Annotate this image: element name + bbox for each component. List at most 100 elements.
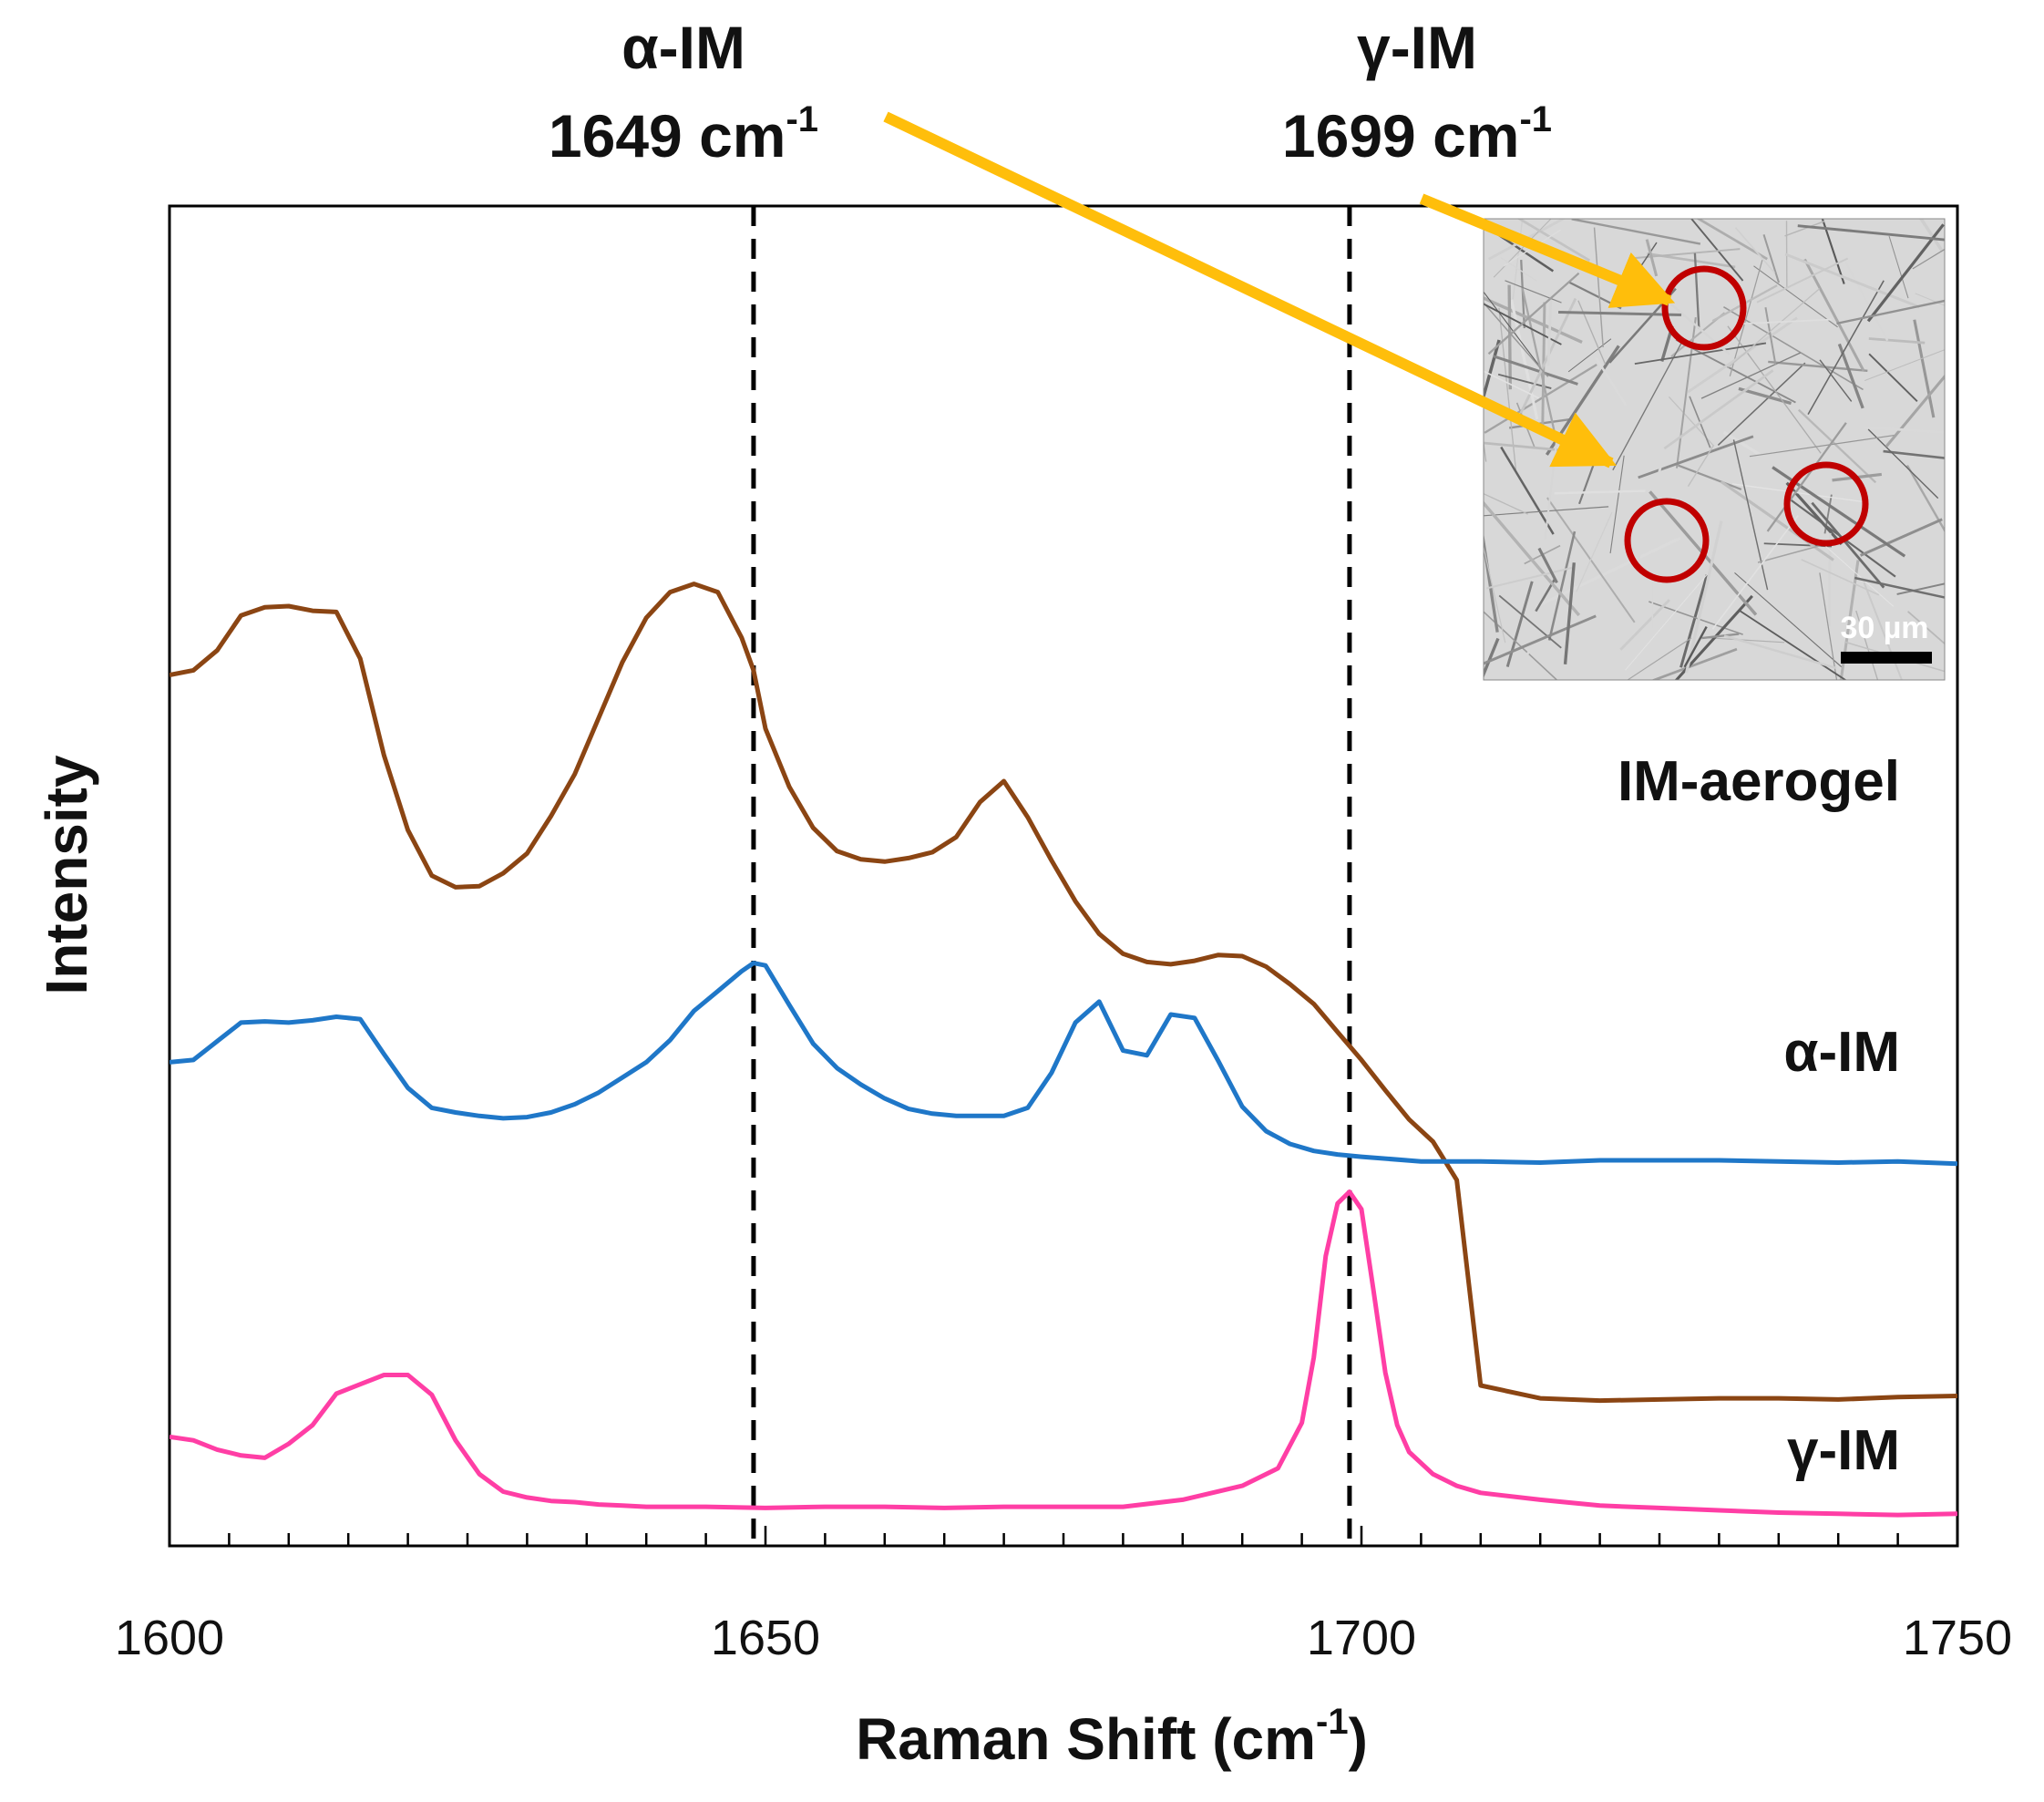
sem-fiber	[1484, 544, 1506, 644]
annotation-gamma-name: γ-IM	[1357, 14, 1477, 81]
sem-fiber	[1649, 601, 1743, 635]
sem-fiber	[1484, 506, 1609, 517]
x-axis-label: Raman Shift (cm-1)	[856, 1702, 1368, 1772]
sem-fiber	[1728, 288, 1821, 368]
sem-fiber	[1801, 559, 1880, 596]
sem-fiber	[1797, 224, 1945, 242]
sem-fiber	[1836, 299, 1945, 325]
highlight-circle-2	[1783, 461, 1869, 547]
sem-fiber	[1753, 265, 1838, 328]
scale-bar-label: 30 µm	[1840, 611, 1928, 645]
sem-fiber	[1762, 234, 1780, 283]
x-tick-label: 1750	[1903, 1611, 2012, 1665]
sem-fiber	[1558, 310, 1682, 316]
sem-fiber	[1784, 220, 1825, 237]
series-label-im-aerogel: IM-aerogel	[1618, 750, 1900, 813]
sem-fiber	[1864, 349, 1945, 382]
sem-fiber	[1868, 353, 1918, 403]
sem-fiber	[1867, 428, 1939, 499]
x-tick-label: 1700	[1307, 1611, 1416, 1665]
sem-fiber	[1513, 589, 1565, 678]
sem-inset: 30 µm	[1483, 218, 1946, 681]
arrow-alpha	[883, 111, 1617, 469]
sem-fiber	[1498, 307, 1517, 470]
sem-fiber	[1500, 257, 1537, 282]
sem-fiber	[1567, 338, 1612, 373]
sem-fiber	[1708, 637, 1785, 644]
sem-fiber	[1683, 625, 1708, 668]
sem-fiber	[1723, 306, 1864, 391]
sem-fiber	[1734, 227, 1775, 273]
sem-fiber	[1828, 532, 1832, 626]
annotation-alpha: α-IM 1649 cm-1	[549, 14, 818, 170]
sem-fiber	[1484, 637, 1500, 679]
sem-fiber	[1546, 295, 1553, 366]
sem-fiber	[1634, 342, 1767, 366]
sem-fiber	[1593, 227, 1604, 348]
arrow-gamma	[1419, 193, 1676, 308]
sem-fiber	[1484, 614, 1597, 665]
sem-fiber	[1883, 449, 1945, 459]
sem-fiber	[1547, 530, 1577, 641]
sem-fiber	[1484, 296, 1583, 344]
sem-fiber	[1484, 303, 1562, 345]
sem-fiber	[1807, 280, 1885, 415]
x-tick-labels: 1600 1650 1700 1750	[115, 1611, 2012, 1665]
sem-fiber	[1729, 259, 1763, 376]
sem-fiber	[1734, 571, 1843, 668]
sem-fiber	[1625, 573, 1709, 671]
sem-fiber	[1696, 219, 1768, 261]
sem-fiber	[1811, 501, 1885, 589]
series-group	[169, 582, 1957, 1518]
sem-fiber	[1723, 634, 1837, 670]
sem-fiber	[1512, 219, 1524, 300]
highlight-circle-1	[1661, 265, 1747, 351]
x-ticks	[168, 1526, 1959, 1546]
sem-fiber	[1868, 337, 1926, 345]
sem-fiber	[1484, 302, 1549, 377]
sem-fiber	[1493, 355, 1578, 386]
sem-fiber	[1915, 293, 1945, 306]
series-line	[169, 1189, 1957, 1518]
annotation-alpha-wavenumber: 1649 cm-1	[549, 99, 818, 170]
sem-fiber	[1663, 369, 1774, 450]
sem-fiber	[1516, 219, 1591, 263]
sem-fiber	[1735, 318, 1832, 325]
sem-fiber	[1797, 408, 1877, 484]
sem-fiber	[1652, 647, 1738, 680]
sem-fiber	[1768, 360, 1868, 373]
sem-fiber	[1817, 539, 1895, 607]
sem-fiber	[1896, 582, 1945, 595]
sem-fiber	[1717, 362, 1806, 446]
sem-fiber	[1507, 284, 1513, 390]
sem-fiber	[1679, 574, 1709, 668]
sem-fiber	[1612, 339, 1684, 471]
sem-fiber	[1693, 252, 1700, 329]
sem-fiber	[1913, 319, 1936, 418]
sem-fiber	[1749, 434, 1897, 458]
sem-fiber	[1595, 356, 1628, 407]
sem-fiber	[1498, 594, 1562, 649]
sem-fiber	[1674, 594, 1753, 680]
sem-fiber	[1837, 343, 1864, 409]
sem-fiber	[1844, 261, 1889, 342]
x-tick-label: 1600	[115, 1611, 224, 1665]
sem-fiber	[1619, 599, 1670, 651]
y-axis-label: Intensity	[34, 755, 99, 995]
x-tick-label: 1650	[711, 1611, 820, 1665]
sem-fiber	[1554, 489, 1646, 495]
sem-fiber	[1505, 280, 1562, 304]
sem-fiber	[1627, 637, 1692, 680]
sem-fiber	[1821, 219, 1845, 284]
sem-fiber	[1740, 610, 1847, 680]
sem-fiber	[1912, 248, 1945, 270]
annotation-gamma-wavenumber: 1699 cm-1	[1282, 99, 1552, 170]
sem-fiber	[1484, 291, 1542, 369]
sem-fiber	[1484, 339, 1501, 403]
series-line	[169, 582, 1957, 1404]
sem-fiber	[1756, 257, 1849, 304]
sem-fiber	[1577, 300, 1607, 365]
sem-fiber	[1609, 455, 1625, 554]
sem-fiber	[1484, 492, 1528, 515]
series-label-gamma-im: γ-IM	[1787, 1419, 1900, 1482]
